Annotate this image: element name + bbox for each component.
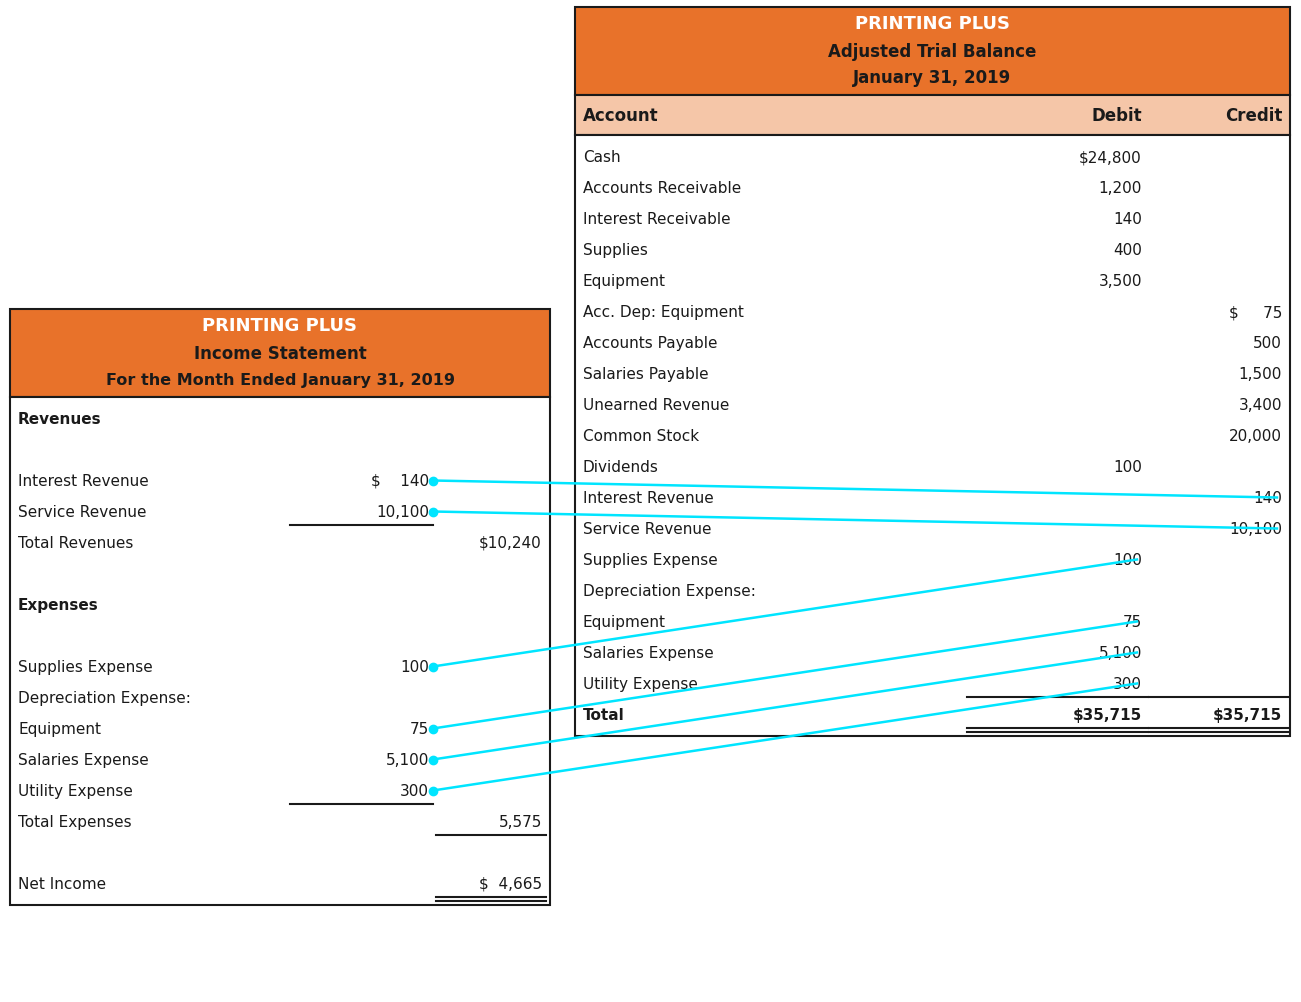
Text: $    140: $ 140: [371, 474, 429, 489]
Text: Dividends: Dividends: [583, 460, 658, 475]
Text: 75: 75: [410, 721, 429, 736]
Text: Credit: Credit: [1224, 107, 1281, 125]
Text: Supplies: Supplies: [583, 242, 648, 258]
Text: Income Statement: Income Statement: [194, 345, 367, 363]
Text: $     75: $ 75: [1228, 305, 1281, 320]
Bar: [575, 136, 1291, 736]
Text: Expenses: Expenses: [18, 597, 99, 612]
Text: 1,500: 1,500: [1239, 367, 1281, 382]
Text: Utility Expense: Utility Expense: [583, 676, 697, 691]
Text: Account: Account: [583, 107, 658, 125]
Text: 400: 400: [1114, 242, 1142, 258]
Text: 140: 140: [1253, 491, 1281, 505]
Bar: [10, 398, 550, 905]
Text: PRINTING PLUS: PRINTING PLUS: [203, 317, 358, 335]
Text: 300: 300: [1112, 676, 1142, 691]
Text: Interest Revenue: Interest Revenue: [18, 474, 148, 489]
Text: 300: 300: [399, 784, 429, 799]
Text: Interest Revenue: Interest Revenue: [583, 491, 714, 505]
Text: $35,715: $35,715: [1073, 707, 1142, 722]
Bar: [575, 8, 1291, 96]
Text: Accounts Receivable: Accounts Receivable: [583, 180, 742, 195]
Text: Total: Total: [583, 707, 624, 722]
Text: 140: 140: [1114, 211, 1142, 226]
Text: 5,575: 5,575: [498, 815, 543, 830]
Text: Depreciation Expense:: Depreciation Expense:: [18, 690, 191, 705]
Text: Common Stock: Common Stock: [583, 429, 699, 444]
Text: Supplies Expense: Supplies Expense: [583, 552, 718, 567]
Bar: [575, 96, 1291, 136]
Text: Interest Receivable: Interest Receivable: [583, 211, 731, 226]
Text: Acc. Dep: Equipment: Acc. Dep: Equipment: [583, 305, 744, 320]
Text: Accounts Payable: Accounts Payable: [583, 336, 717, 351]
Text: Salaries Payable: Salaries Payable: [583, 367, 709, 382]
Text: Supplies Expense: Supplies Expense: [18, 659, 152, 674]
Text: Depreciation Expense:: Depreciation Expense:: [583, 583, 756, 598]
Text: 5,100: 5,100: [1098, 645, 1142, 660]
Text: For the Month Ended January 31, 2019: For the Month Ended January 31, 2019: [105, 372, 454, 387]
Text: Equipment: Equipment: [583, 614, 666, 629]
Text: 3,400: 3,400: [1239, 398, 1281, 413]
Text: Service Revenue: Service Revenue: [18, 504, 147, 519]
Text: $35,715: $35,715: [1213, 707, 1281, 722]
Text: 10,100: 10,100: [1229, 521, 1281, 536]
Text: Adjusted Trial Balance: Adjusted Trial Balance: [829, 43, 1037, 61]
Text: 3,500: 3,500: [1098, 274, 1142, 289]
Text: $24,800: $24,800: [1080, 150, 1142, 165]
Text: Cash: Cash: [583, 150, 621, 165]
Text: Unearned Revenue: Unearned Revenue: [583, 398, 730, 413]
Text: Utility Expense: Utility Expense: [18, 784, 133, 799]
Text: 75: 75: [1123, 614, 1142, 629]
Text: January 31, 2019: January 31, 2019: [853, 69, 1012, 87]
Text: Service Revenue: Service Revenue: [583, 521, 712, 536]
Text: 100: 100: [1114, 552, 1142, 567]
Text: Total Expenses: Total Expenses: [18, 815, 131, 830]
Text: 100: 100: [399, 659, 429, 674]
Bar: [10, 310, 550, 398]
Text: Equipment: Equipment: [18, 721, 101, 736]
Text: 20,000: 20,000: [1229, 429, 1281, 444]
Text: Net Income: Net Income: [18, 876, 107, 891]
Text: Debit: Debit: [1092, 107, 1142, 125]
Text: 5,100: 5,100: [385, 753, 429, 768]
Text: $10,240: $10,240: [479, 535, 543, 550]
Text: 1,200: 1,200: [1098, 180, 1142, 195]
Text: Revenues: Revenues: [18, 412, 101, 427]
Text: $  4,665: $ 4,665: [479, 876, 543, 891]
Text: 100: 100: [1114, 460, 1142, 475]
Text: PRINTING PLUS: PRINTING PLUS: [855, 15, 1010, 33]
Text: 500: 500: [1253, 336, 1281, 351]
Text: Equipment: Equipment: [583, 274, 666, 289]
Text: Total Revenues: Total Revenues: [18, 535, 134, 550]
Text: Salaries Expense: Salaries Expense: [583, 645, 714, 660]
Text: Salaries Expense: Salaries Expense: [18, 753, 148, 768]
Text: 10,100: 10,100: [376, 504, 429, 519]
